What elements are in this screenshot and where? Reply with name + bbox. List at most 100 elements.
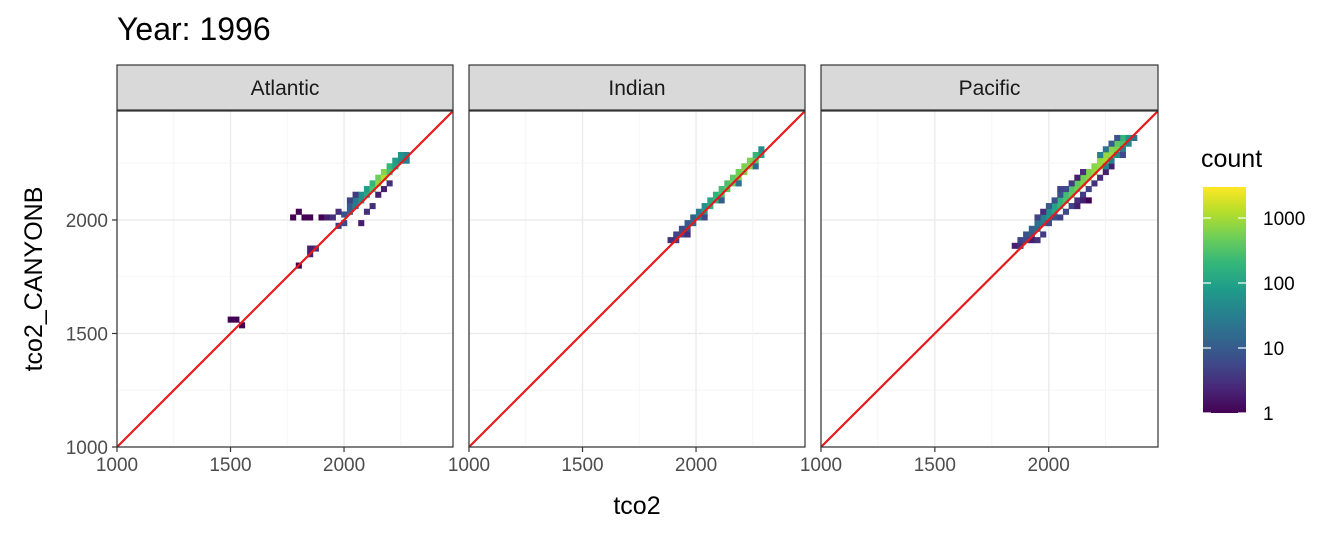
- y-tick-label: 1500: [66, 324, 108, 345]
- bin: [363, 208, 370, 215]
- bin: [1125, 134, 1132, 142]
- bin: [718, 186, 725, 193]
- bin: [724, 180, 731, 187]
- panel-indian: Indian 1000 1500 2000: [448, 64, 806, 476]
- bin: [1057, 214, 1064, 221]
- bin: [1034, 214, 1041, 221]
- x-tick-label: 2000: [675, 455, 717, 476]
- bin: [392, 157, 399, 164]
- bin: [380, 174, 387, 181]
- bin: [375, 180, 382, 187]
- bin: [1108, 146, 1115, 153]
- bin: [358, 220, 365, 227]
- bin: [1057, 186, 1064, 193]
- bin: [324, 214, 331, 221]
- legend-tick-label: 1: [1263, 404, 1274, 425]
- bin: [1119, 140, 1126, 147]
- bin: [1062, 191, 1070, 198]
- bin: [1114, 134, 1121, 142]
- bin: [295, 208, 302, 215]
- bin: [758, 146, 765, 153]
- x-tick-label: 1000: [800, 455, 842, 476]
- bin: [1051, 214, 1058, 221]
- bin: [1085, 186, 1092, 193]
- bin: [1080, 169, 1087, 176]
- panel-border: [820, 110, 1159, 448]
- legend-tick-label: 10: [1263, 339, 1284, 360]
- bin: [1080, 174, 1087, 181]
- bin: [1068, 203, 1075, 210]
- bin: [1108, 157, 1115, 164]
- bin: [1102, 163, 1109, 170]
- bin: [346, 203, 353, 210]
- x-tick-label: 1000: [96, 455, 138, 476]
- bin: [729, 174, 737, 181]
- bin: [1102, 151, 1109, 159]
- x-tick-label: 1500: [914, 455, 956, 476]
- x-tick-label: 1500: [561, 455, 603, 476]
- bin: [1051, 197, 1058, 204]
- bin: [358, 197, 365, 204]
- bin: [392, 163, 399, 170]
- bin: [403, 157, 410, 164]
- bin: [1119, 151, 1126, 159]
- bin: [1017, 242, 1024, 249]
- bin: [673, 231, 680, 238]
- x-tick-label: 2000: [1028, 455, 1070, 476]
- bin: [1023, 231, 1030, 238]
- bin: [1097, 157, 1104, 164]
- bin: [1085, 174, 1092, 181]
- bin: [701, 203, 708, 210]
- bin: [752, 163, 759, 170]
- legend: count 1 10 100 1000: [1201, 145, 1305, 425]
- bin: [1028, 225, 1035, 232]
- bin: [1045, 203, 1052, 210]
- identity-line: [117, 111, 453, 447]
- y-tick-label: 1000: [66, 438, 108, 459]
- bin: [233, 316, 240, 323]
- x-tick-label: 2000: [323, 455, 365, 476]
- bin: [1057, 197, 1064, 204]
- bin: [1131, 134, 1138, 142]
- chart-title: Year: 1996: [117, 11, 271, 47]
- bin: [307, 214, 314, 221]
- bin: [1023, 237, 1030, 244]
- bin: [1074, 174, 1081, 181]
- bin: [1045, 214, 1052, 221]
- bin: [1097, 151, 1104, 159]
- bin: [318, 214, 325, 221]
- bin: [1102, 169, 1109, 176]
- bins: [1011, 134, 1138, 249]
- bin: [1091, 180, 1098, 187]
- bin: [678, 225, 685, 232]
- bin: [684, 231, 691, 238]
- bin: [1034, 237, 1041, 244]
- bin: [352, 197, 359, 204]
- bin: [1119, 146, 1126, 153]
- bin: [1011, 242, 1018, 249]
- panel-pacific: Pacific 1000 1500 2000: [800, 64, 1159, 476]
- bin: [1062, 186, 1070, 193]
- bin: [1085, 169, 1092, 176]
- bin: [352, 191, 359, 198]
- bin: [1108, 163, 1115, 170]
- bin: [1057, 191, 1064, 198]
- bin: [1045, 220, 1052, 227]
- bin: [329, 214, 336, 221]
- identity-line: [821, 111, 1158, 447]
- bin: [1062, 197, 1070, 204]
- panel-border: [116, 110, 454, 448]
- bin: [1040, 231, 1047, 238]
- bin: [1045, 208, 1052, 215]
- facet-label: Indian: [608, 77, 665, 100]
- bin: [707, 197, 714, 204]
- x-tick-label: 1500: [209, 455, 251, 476]
- bin: [1085, 197, 1092, 204]
- bin: [1080, 180, 1087, 187]
- bin: [369, 180, 376, 187]
- bin: [369, 203, 376, 210]
- legend-tick-label: 100: [1263, 274, 1295, 295]
- bin: [1091, 163, 1098, 170]
- legend-title: count: [1201, 145, 1262, 173]
